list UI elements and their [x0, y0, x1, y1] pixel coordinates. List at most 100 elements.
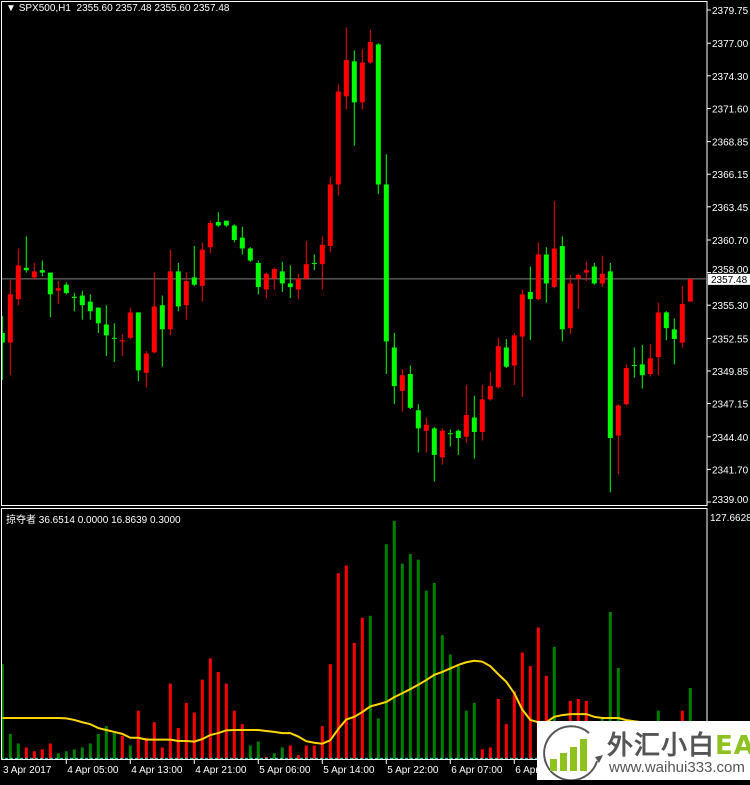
candle[interactable]	[440, 428, 445, 464]
price-pane[interactable]	[0, 28, 707, 493]
candle[interactable]	[528, 267, 533, 341]
candle[interactable]	[408, 366, 413, 409]
candle[interactable]	[8, 280, 13, 375]
candle[interactable]	[368, 30, 373, 64]
candle[interactable]	[424, 417, 429, 452]
candle[interactable]	[288, 265, 293, 298]
candle[interactable]	[392, 333, 397, 404]
candle[interactable]	[456, 430, 461, 455]
candle[interactable]	[72, 293, 77, 311]
candle[interactable]	[152, 273, 157, 354]
candle[interactable]	[80, 291, 85, 320]
candle[interactable]	[536, 242, 541, 300]
candle[interactable]	[208, 221, 213, 254]
candle[interactable]	[664, 311, 669, 340]
candle[interactable]	[160, 296, 165, 367]
candle[interactable]	[624, 364, 629, 405]
candle[interactable]	[584, 262, 589, 281]
candle[interactable]	[296, 274, 301, 299]
candle[interactable]	[320, 236, 325, 289]
candle-body	[536, 254, 541, 299]
indicator-max-label: 127.6628	[710, 513, 750, 524]
candle[interactable]	[496, 338, 501, 389]
candle[interactable]	[200, 242, 205, 301]
candle-body	[608, 271, 613, 438]
candle[interactable]	[448, 430, 453, 447]
price-tick-label: 2360.70	[712, 236, 749, 247]
candle[interactable]	[600, 256, 605, 287]
candle[interactable]	[120, 334, 125, 356]
candle[interactable]	[552, 201, 557, 288]
candle[interactable]	[104, 305, 109, 356]
candle[interactable]	[128, 308, 133, 339]
candle[interactable]	[336, 84, 341, 195]
candle[interactable]	[680, 286, 685, 348]
candle[interactable]	[464, 385, 469, 443]
candle[interactable]	[344, 28, 349, 110]
collapse-triangle-icon[interactable]: ▼	[6, 3, 19, 14]
candle[interactable]	[0, 316, 5, 380]
candle[interactable]	[136, 312, 141, 381]
candle[interactable]	[384, 154, 389, 374]
candle[interactable]	[312, 254, 317, 270]
candle[interactable]	[640, 345, 645, 388]
candle[interactable]	[560, 236, 565, 341]
histogram-bar	[145, 738, 148, 759]
candle[interactable]	[360, 49, 365, 109]
candle[interactable]	[24, 236, 29, 272]
candle[interactable]	[472, 396, 477, 459]
candle[interactable]	[432, 427, 437, 481]
candle[interactable]	[96, 308, 101, 333]
candle[interactable]	[416, 404, 421, 452]
candle[interactable]	[632, 347, 637, 377]
candle-body	[496, 346, 501, 387]
candle[interactable]	[328, 177, 333, 252]
candle[interactable]	[656, 303, 661, 375]
histogram-bar	[81, 747, 84, 759]
candle[interactable]	[520, 290, 525, 397]
candle[interactable]	[144, 351, 149, 387]
candle[interactable]	[504, 339, 509, 368]
candle[interactable]	[480, 385, 485, 441]
candle[interactable]	[488, 372, 493, 401]
candle[interactable]	[168, 250, 173, 336]
candle[interactable]	[256, 261, 261, 295]
candle[interactable]	[568, 275, 573, 334]
candle[interactable]	[176, 263, 181, 311]
candle[interactable]	[64, 282, 69, 294]
candle-body	[192, 277, 197, 284]
candle[interactable]	[512, 333, 517, 385]
watermark-url: www.waihui333.com	[609, 759, 745, 776]
candle[interactable]	[616, 404, 621, 474]
candle[interactable]	[376, 43, 381, 194]
candle-body	[304, 264, 309, 278]
candle[interactable]	[192, 246, 197, 286]
candle[interactable]	[112, 323, 117, 362]
candle[interactable]	[400, 369, 405, 411]
candle[interactable]	[672, 318, 677, 364]
candle[interactable]	[16, 248, 21, 305]
candle[interactable]	[184, 273, 189, 320]
candle[interactable]	[248, 247, 253, 261]
candle[interactable]	[304, 241, 309, 280]
candle[interactable]	[688, 279, 693, 302]
candle[interactable]	[352, 50, 357, 145]
candle-body	[208, 223, 213, 247]
candle[interactable]	[592, 263, 597, 285]
candle-body	[128, 312, 133, 337]
candle[interactable]	[88, 294, 93, 319]
candle[interactable]	[224, 221, 229, 227]
candle[interactable]	[216, 212, 221, 226]
candle[interactable]	[544, 247, 549, 303]
candle[interactable]	[648, 344, 653, 377]
candle[interactable]	[264, 273, 269, 298]
candle[interactable]	[240, 227, 245, 255]
candle[interactable]	[608, 263, 613, 492]
candle[interactable]	[280, 262, 285, 292]
candle[interactable]	[40, 261, 45, 277]
candle[interactable]	[232, 224, 237, 242]
candle[interactable]	[32, 263, 37, 280]
candle[interactable]	[48, 273, 53, 318]
candle[interactable]	[56, 281, 61, 304]
